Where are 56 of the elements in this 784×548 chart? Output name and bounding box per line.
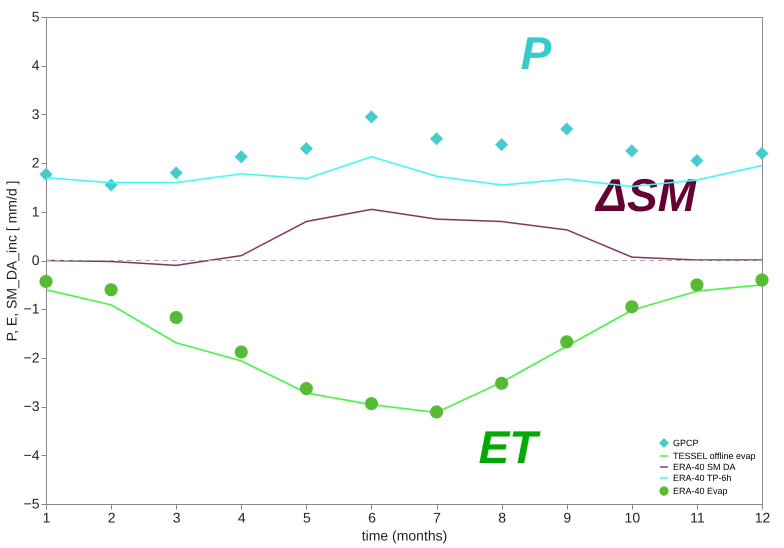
- point: [104, 283, 118, 296]
- x-axis-title: time (months): [362, 528, 448, 544]
- point: [364, 397, 378, 410]
- x-tick-label: 12: [754, 510, 770, 526]
- point: [560, 335, 574, 348]
- point: [625, 300, 638, 314]
- point: [625, 144, 638, 158]
- y-tick-label: 2: [32, 154, 40, 171]
- y-tick-label: 4: [32, 57, 40, 74]
- y-tick-label: 5: [32, 8, 40, 24]
- point: [430, 132, 444, 146]
- y-axis-title: P, E, SM_DA_inc [ mm/d ]: [4, 180, 20, 342]
- point: [39, 274, 53, 288]
- x-tick-label: 4: [238, 510, 246, 526]
- legend-label: TESSEL offline evap: [673, 451, 756, 461]
- legend-label: GPCP: [673, 438, 699, 448]
- point: [300, 382, 313, 396]
- legend-label: ERA-40 TP-6h: [673, 473, 732, 483]
- y-tick-label: 3: [32, 106, 40, 122]
- point: [755, 273, 769, 286]
- annotation: ET: [478, 421, 542, 473]
- x-tick-label: 6: [368, 510, 376, 526]
- x-tick-label: 9: [563, 510, 572, 526]
- x-tick-label: 3: [172, 510, 181, 526]
- y-tick-label: 0: [32, 252, 40, 268]
- point: [560, 122, 574, 136]
- point: [495, 138, 508, 152]
- y-tick-label: −3: [24, 398, 40, 414]
- x-tick-label: 10: [624, 510, 640, 526]
- legend-label: ERA-40 SM DA: [673, 462, 736, 472]
- y-tick-label: 1: [32, 203, 40, 220]
- point: [170, 166, 183, 180]
- x-tick-label: 11: [690, 510, 705, 526]
- x-tick-label: 1: [42, 510, 51, 526]
- y-tick-label: −1: [24, 300, 40, 317]
- point: [690, 278, 704, 292]
- point: [690, 154, 704, 168]
- point: [234, 346, 248, 359]
- x-tick-label: 2: [108, 510, 116, 526]
- x-tick-label: 7: [433, 510, 442, 526]
- point: [170, 310, 183, 324]
- point: [495, 376, 508, 390]
- y-tick-label: −2: [24, 349, 40, 366]
- point: [430, 405, 444, 418]
- point: [364, 110, 378, 124]
- legend-label: ERA-40 Evap: [673, 486, 728, 496]
- point: [234, 150, 248, 164]
- y-tick-label: −4: [24, 446, 40, 463]
- x-tick-label: 5: [302, 510, 311, 526]
- point: [39, 168, 53, 181]
- annotation: P: [520, 27, 552, 79]
- annotation: ΔSM: [594, 169, 698, 221]
- x-tick-label: 8: [498, 510, 506, 526]
- y-tick-label: −5: [24, 496, 40, 512]
- point: [755, 146, 769, 160]
- point: [300, 142, 313, 156]
